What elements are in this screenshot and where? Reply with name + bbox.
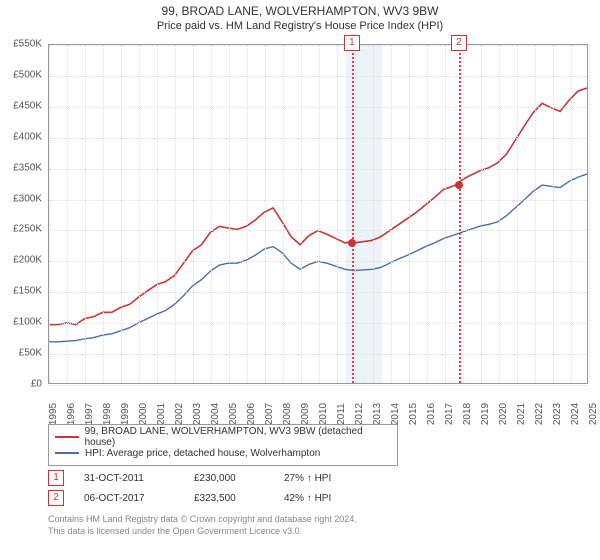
legend-label: HPI: Average price, detached house, Wolv…: [85, 448, 320, 459]
event-number-box: 1: [48, 470, 64, 486]
x-tick-label: 2024: [570, 403, 581, 425]
x-tick-label: 2025: [588, 403, 599, 425]
y-tick-label: £550K: [13, 39, 42, 50]
legend-row-price-paid: 99, BROAD LANE, WOLVERHAMPTON, WV3 9BW (…: [55, 429, 391, 445]
footer-line2: This data is licensed under the Open Gov…: [48, 526, 357, 538]
y-tick-label: £50K: [19, 348, 42, 359]
x-tick-label: 2002: [174, 403, 185, 425]
series-line-price_paid: [49, 88, 587, 325]
x-tick-label: 1997: [84, 403, 95, 425]
x-tick-label: 2013: [372, 403, 383, 425]
x-tick-label: 2020: [498, 403, 509, 425]
x-tick-label: 2017: [444, 403, 455, 425]
x-tick-label: 2011: [336, 403, 347, 425]
x-tick-label: 2001: [156, 403, 167, 425]
x-tick-label: 2009: [300, 403, 311, 425]
x-tick-label: 2021: [516, 403, 527, 425]
x-tick-label: 2022: [534, 403, 545, 425]
y-tick-label: £300K: [13, 193, 42, 204]
x-tick-label: 2023: [552, 403, 563, 425]
event-marker-box: 2: [451, 35, 467, 51]
x-tick-label: 1996: [66, 403, 77, 425]
x-tick-label: 1995: [48, 403, 59, 425]
x-tick-label: 2003: [192, 403, 203, 425]
event-price: £230,000: [194, 473, 264, 484]
event-marker-box: 1: [344, 35, 360, 51]
footer-line1: Contains HM Land Registry data © Crown c…: [48, 514, 357, 526]
y-tick-label: £400K: [13, 131, 42, 142]
x-tick-label: 2004: [210, 403, 221, 425]
event-row-2: 2 06-OCT-2017 £323,500 42% ↑ HPI: [48, 488, 374, 508]
chart-plot-area: 12: [48, 44, 588, 384]
y-tick-label: £450K: [13, 100, 42, 111]
chart-legend: 99, BROAD LANE, WOLVERHAMPTON, WV3 9BW (…: [48, 424, 398, 466]
chart-title: 99, BROAD LANE, WOLVERHAMPTON, WV3 9BW: [0, 0, 600, 18]
event-price: £323,500: [194, 493, 264, 504]
x-tick-label: 2012: [354, 403, 365, 425]
x-tick-label: 1998: [102, 403, 113, 425]
legend-swatch: [55, 452, 79, 454]
chart-subtitle: Price paid vs. HM Land Registry's House …: [0, 18, 600, 36]
x-tick-label: 2007: [264, 403, 275, 425]
event-marker-dot: [348, 239, 356, 247]
x-tick-label: 2015: [408, 403, 419, 425]
x-tick-label: 2016: [426, 403, 437, 425]
y-tick-label: £0: [31, 379, 42, 390]
chart-series-svg: [49, 45, 587, 383]
x-axis-labels: 1995199619971998199920002001200220032004…: [48, 386, 588, 420]
x-tick-label: 1999: [120, 403, 131, 425]
y-tick-label: £150K: [13, 286, 42, 297]
y-tick-label: £500K: [13, 69, 42, 80]
y-tick-label: £100K: [13, 317, 42, 328]
x-tick-label: 2019: [480, 403, 491, 425]
legend-swatch: [55, 436, 79, 438]
y-tick-label: £200K: [13, 255, 42, 266]
x-tick-label: 2005: [228, 403, 239, 425]
y-axis-labels: £0£50K£100K£150K£200K£250K£300K£350K£400…: [0, 44, 46, 384]
event-date: 31-OCT-2011: [84, 473, 174, 484]
x-tick-label: 2000: [138, 403, 149, 425]
x-tick-label: 2008: [282, 403, 293, 425]
x-tick-label: 2014: [390, 403, 401, 425]
event-row-1: 1 31-OCT-2011 £230,000 27% ↑ HPI: [48, 468, 374, 488]
y-tick-label: £250K: [13, 224, 42, 235]
event-number-box: 2: [48, 490, 64, 506]
x-tick-label: 2006: [246, 403, 257, 425]
x-tick-label: 2018: [462, 403, 473, 425]
event-date: 06-OCT-2017: [84, 493, 174, 504]
event-delta: 27% ↑ HPI: [284, 473, 374, 484]
footer-attribution: Contains HM Land Registry data © Crown c…: [48, 514, 357, 537]
legend-label: 99, BROAD LANE, WOLVERHAMPTON, WV3 9BW (…: [85, 426, 391, 448]
event-delta: 42% ↑ HPI: [284, 493, 374, 504]
y-tick-label: £350K: [13, 162, 42, 173]
events-table: 1 31-OCT-2011 £230,000 27% ↑ HPI 2 06-OC…: [48, 468, 374, 508]
x-tick-label: 2010: [318, 403, 329, 425]
event-marker-dot: [455, 181, 463, 189]
